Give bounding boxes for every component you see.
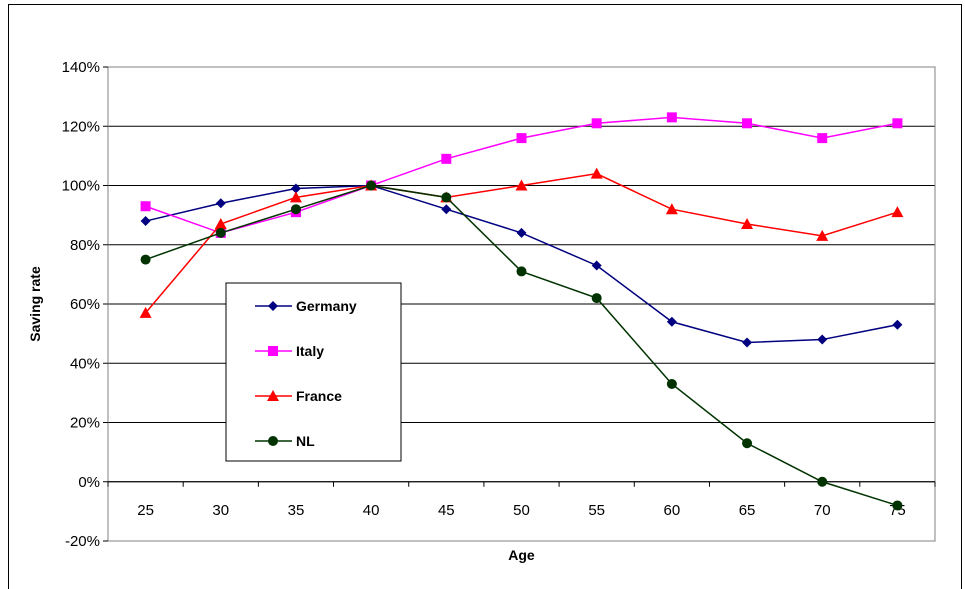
x-tick-label: 70 [814,502,831,519]
data-point-germany [666,316,677,327]
data-point-italy [140,201,151,212]
x-tick-label: 60 [664,502,681,519]
y-tick-label: 120% [62,118,100,135]
data-point-nl [290,204,301,215]
legend-label-france: France [296,388,342,404]
series-france [139,167,904,318]
data-point-nl [742,438,753,449]
data-point-italy [817,133,828,144]
x-tick-label: 25 [137,502,154,519]
legend-label-italy: Italy [296,343,324,359]
data-point-nl [366,180,377,191]
x-tick-label: 30 [212,502,229,519]
legend-marker-italy [268,346,278,356]
y-tick-label: -20% [65,533,100,550]
data-point-france [289,191,302,203]
legend-marker-nl [268,436,278,446]
legend-marker-france [267,390,279,401]
data-point-france [741,218,754,230]
data-point-nl [892,500,903,511]
data-point-germany [290,183,301,194]
data-point-france [590,167,603,179]
series-italy [140,112,903,238]
data-point-germany [591,260,602,271]
data-point-nl [516,266,527,277]
data-point-nl [140,254,151,265]
data-point-italy [591,118,602,129]
x-tick-label: 40 [363,502,380,519]
x-tick-label: 35 [288,502,305,519]
legend-label-germany: Germany [296,298,357,314]
y-tick-label: 0% [78,474,100,491]
series-layer [139,112,904,511]
data-point-nl [441,192,452,203]
series-nl [140,180,903,511]
legend-marker-germany [268,301,278,311]
data-point-nl [215,227,226,238]
legend-box [225,282,402,462]
data-point-france [515,179,528,191]
x-axis-ticks: 2530354045505560657075 [107,481,936,519]
data-point-italy [516,133,527,144]
y-tick-label: 40% [70,355,100,372]
data-point-germany [215,198,226,209]
y-axis-title: Saving rate [27,266,43,342]
chart-frame [8,4,962,589]
data-point-france [665,203,678,215]
data-point-france [139,306,152,318]
data-point-france [891,206,904,218]
y-tick-label: 140% [62,59,100,76]
data-point-germany [441,204,452,215]
x-tick-label: 65 [739,502,756,519]
data-point-germany [516,227,527,238]
x-axis-title: Age [508,547,535,563]
data-point-france [214,218,227,230]
data-point-france [816,229,829,241]
data-point-nl [591,293,602,304]
x-tick-label: 45 [438,502,455,519]
legend: Germany Italy France NL [225,282,402,462]
data-point-nl [817,476,828,487]
y-tick-label: 80% [70,237,100,254]
x-tick-label: 50 [513,502,530,519]
y-tick-label: 60% [70,296,100,313]
data-point-italy [441,153,452,164]
data-point-germany [892,319,903,330]
data-point-italy [892,118,903,129]
data-point-nl [666,378,677,389]
y-tick-label: 100% [62,178,100,195]
legend-label-nl: NL [296,433,315,449]
data-point-italy [666,112,677,123]
data-point-italy [742,118,753,129]
data-point-germany [817,334,828,345]
x-tick-label: 55 [588,502,605,519]
y-axis-ticks: -20% 0% 20% 40% 60% 80% 100% 120% 140% [62,59,108,550]
series-germany [140,180,903,348]
data-point-germany [742,337,753,348]
y-tick-label: 20% [70,415,100,432]
data-point-germany [140,216,151,227]
